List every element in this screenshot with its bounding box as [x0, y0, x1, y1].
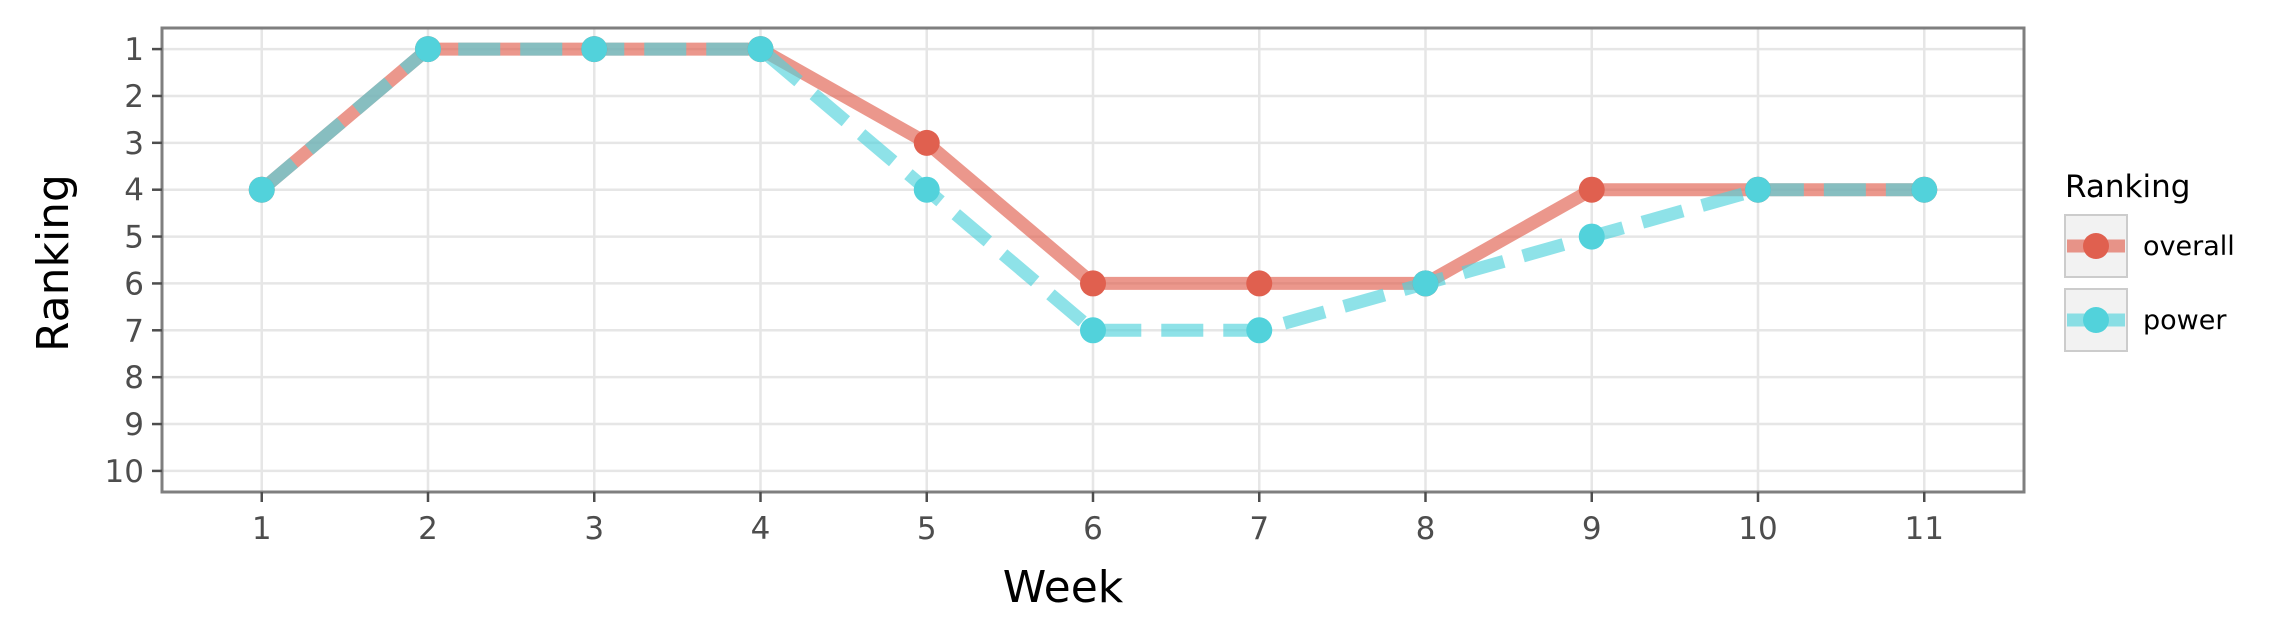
x-tick-label: 4	[751, 511, 771, 547]
x-tick-label: 11	[1905, 511, 1944, 547]
series-line-power	[257, 42, 1925, 337]
x-tick-label: 5	[917, 511, 937, 547]
grid-lines	[162, 28, 2024, 492]
data-point-overall	[1246, 270, 1273, 297]
x-tick-label: 7	[1249, 511, 1269, 547]
y-tick-label: 6	[124, 266, 144, 302]
data-point-power	[1412, 270, 1439, 297]
x-tick-label: 8	[1416, 511, 1436, 547]
y-tick-label: 1	[124, 32, 144, 68]
y-axis: 1 2 3 4 5 6 7 8 9 10	[105, 32, 162, 490]
data-point-power	[581, 36, 608, 63]
legend-label-power: power	[2143, 305, 2227, 336]
legend: Ranking overall power	[2064, 169, 2235, 352]
y-tick-label: 8	[124, 360, 144, 396]
y-tick-label: 2	[124, 79, 144, 115]
x-axis-title: Week	[1003, 562, 1124, 613]
y-tick-label: 9	[124, 407, 144, 443]
y-tick-label: 5	[124, 220, 144, 256]
data-point-power	[1246, 317, 1273, 344]
data-point-power	[1080, 317, 1106, 344]
y-tick-label: 3	[124, 126, 144, 162]
data-point-power	[1911, 176, 1938, 203]
x-tick-label: 3	[584, 511, 604, 547]
y-tick-label: 7	[124, 313, 144, 349]
legend-title: Ranking	[2065, 169, 2190, 205]
y-tick-label: 10	[105, 454, 144, 490]
legend-label-overall: overall	[2143, 231, 2235, 262]
x-axis: 1 2 3 4 5 6 7 8 9 10 11	[252, 492, 1944, 547]
data-point-power	[1745, 176, 1771, 203]
x-tick-label: 6	[1083, 511, 1103, 547]
data-point-overall	[1578, 176, 1605, 203]
y-tick-label: 4	[124, 173, 144, 209]
x-tick-label: 2	[418, 511, 438, 547]
legend-marker-overall	[2083, 233, 2109, 259]
data-point-power	[913, 176, 940, 203]
x-tick-label: 1	[252, 511, 272, 547]
y-axis-title: Ranking	[28, 174, 79, 352]
series-layer	[248, 36, 1938, 344]
data-point-power	[248, 176, 275, 203]
data-point-power	[415, 36, 441, 63]
legend-marker-power	[2083, 307, 2109, 333]
x-tick-label: 9	[1582, 511, 1602, 547]
data-point-power	[747, 36, 774, 63]
data-point-overall	[1080, 270, 1106, 297]
x-tick-label: 10	[1738, 511, 1777, 547]
data-point-power	[1578, 223, 1605, 250]
data-point-overall	[913, 129, 940, 156]
